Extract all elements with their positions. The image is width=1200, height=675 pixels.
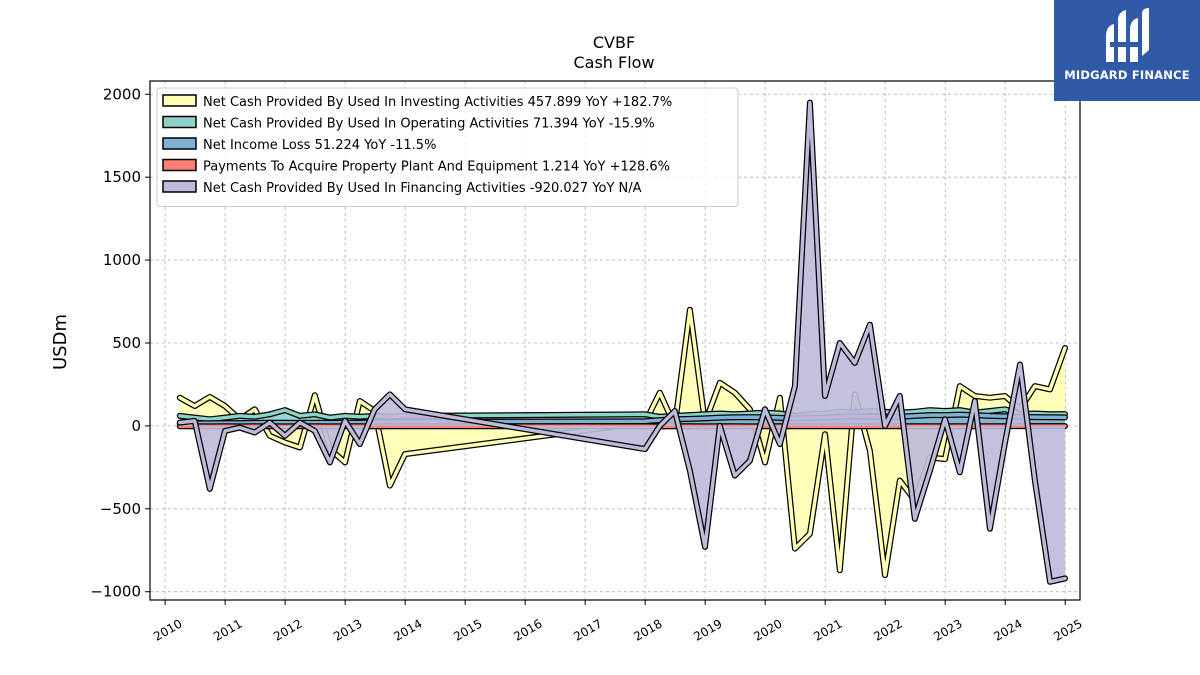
y-tick-label: 2000	[103, 85, 141, 103]
chart-title: CVBF	[593, 33, 635, 52]
legend: Net Cash Provided By Used In Investing A…	[156, 87, 739, 207]
x-tick-label: 2023	[931, 616, 964, 643]
y-tick-label: 1000	[103, 251, 141, 269]
x-tick-label: 2017	[571, 616, 604, 643]
brand-name: MIDGARD FINANCE	[1064, 68, 1190, 82]
y-tick-label: 0	[131, 417, 141, 435]
x-tick-label: 2024	[991, 616, 1024, 643]
y-tick-label: 500	[112, 334, 141, 352]
brand-mark-icon	[1106, 8, 1149, 62]
series-layer	[176, 99, 1068, 585]
plot-frame	[149, 80, 1081, 601]
legend-entry: Net Income Loss 51.224 YoY -11.5%	[203, 138, 436, 153]
legend-entry: Net Cash Provided By Used In Financing A…	[203, 181, 642, 196]
legend-swatch	[162, 137, 197, 150]
legend-box	[156, 87, 739, 207]
x-tick-label: 2021	[811, 616, 844, 643]
x-tick-label: 2014	[391, 616, 424, 643]
x-tick-label: 2011	[211, 616, 244, 643]
x-tick-label: 2015	[451, 616, 484, 643]
y-tick-label: −1000	[90, 583, 141, 601]
legend-swatch	[162, 94, 197, 107]
y-axis-label: USDm	[50, 314, 71, 370]
x-tick-label: 2025	[1051, 616, 1084, 643]
series-4	[176, 99, 1068, 585]
legend-entry: Payments To Acquire Property Plant And E…	[203, 160, 670, 175]
x-tick-label: 2010	[151, 616, 184, 643]
x-tick-label: 2012	[271, 616, 304, 643]
x-tick-label: 2018	[631, 616, 664, 643]
chart-subtitle: Cash Flow	[573, 53, 654, 72]
brand-logo: MIDGARD FINANCE	[1054, 0, 1200, 101]
legend-swatch	[162, 115, 197, 129]
x-tick-label: 2022	[871, 616, 904, 643]
x-tick-label: 2020	[751, 616, 784, 643]
x-tick-label: 2016	[511, 616, 544, 643]
y-tick-label: 1500	[103, 168, 141, 186]
x-tick-label: 2019	[691, 616, 724, 643]
legend-swatch	[162, 180, 197, 193]
x-tick-label: 2013	[331, 616, 364, 643]
legend-entry: Net Cash Provided By Used In Operating A…	[203, 117, 655, 132]
y-tick-label: −500	[100, 500, 141, 518]
legend-entry: Net Cash Provided By Used In Investing A…	[203, 95, 672, 110]
legend-swatch	[162, 158, 197, 172]
